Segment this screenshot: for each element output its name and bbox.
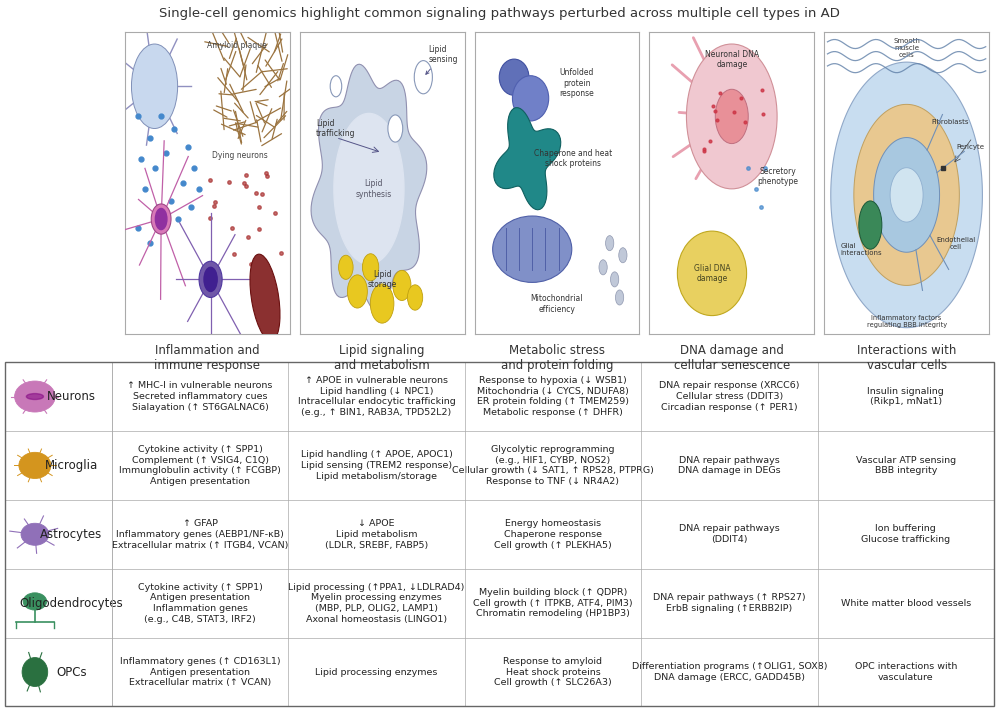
Ellipse shape: [512, 76, 548, 121]
Text: Inflammation and
immune response: Inflammation and immune response: [154, 344, 261, 372]
Text: Neuronal DNA
damage: Neuronal DNA damage: [704, 50, 759, 70]
Circle shape: [331, 76, 342, 97]
Polygon shape: [831, 62, 982, 327]
Text: OPCs: OPCs: [56, 665, 87, 679]
Text: Insulin signaling
(Rikp1, mNat1): Insulin signaling (Rikp1, mNat1): [867, 387, 944, 406]
Text: Glial
interactions: Glial interactions: [841, 243, 882, 256]
Ellipse shape: [19, 452, 51, 479]
Polygon shape: [311, 64, 427, 313]
Text: Differentiation programs (↑OLIG1, SOX8)
DNA damage (ERCC, GADD45B): Differentiation programs (↑OLIG1, SOX8) …: [631, 662, 827, 682]
Text: DNA repair pathways
DNA damage in DEGs: DNA repair pathways DNA damage in DEGs: [678, 456, 780, 475]
Circle shape: [204, 267, 217, 291]
Text: Inflammatory genes (↑ CD163L1)
Antigen presentation
Extracellular matrix (↑ VCAN: Inflammatory genes (↑ CD163L1) Antigen p…: [120, 657, 281, 687]
Text: DNA repair pathways
(DDIT4): DNA repair pathways (DDIT4): [679, 525, 780, 544]
Text: DNA damage and
cellular senescence: DNA damage and cellular senescence: [673, 344, 790, 372]
Ellipse shape: [363, 253, 379, 281]
Text: Unfolded
protein
response: Unfolded protein response: [559, 68, 594, 98]
Ellipse shape: [371, 284, 394, 323]
Text: Lipid processing (↑PPA1, ↓LDLRAD4)
Myelin processing enzymes
(MBP, PLP, OLIG2, L: Lipid processing (↑PPA1, ↓LDLRAD4) Myeli…: [289, 582, 465, 624]
Circle shape: [615, 290, 623, 305]
Ellipse shape: [339, 255, 353, 279]
Text: Lipid signaling
and metabolism: Lipid signaling and metabolism: [335, 344, 430, 372]
Polygon shape: [334, 114, 404, 264]
Text: ↓ APOE
Lipid metabolism
(LDLR, SREBF, FABP5): ↓ APOE Lipid metabolism (LDLR, SREBF, FA…: [325, 519, 429, 550]
Text: Energy homeostasis
Chaperone response
Cell growth (↑ PLEKHA5): Energy homeostasis Chaperone response Ce…: [495, 519, 611, 550]
Ellipse shape: [686, 44, 777, 189]
Ellipse shape: [500, 59, 528, 95]
Text: Neurons: Neurons: [47, 390, 96, 403]
Text: Lipid
storage: Lipid storage: [368, 270, 397, 289]
Text: Inflammatory factors
regulating BBB integrity: Inflammatory factors regulating BBB inte…: [866, 315, 947, 327]
Text: Lipid
sensing: Lipid sensing: [426, 45, 458, 75]
Text: Amyloid plaque: Amyloid plaque: [207, 41, 267, 50]
Ellipse shape: [132, 44, 178, 129]
Polygon shape: [874, 138, 939, 252]
Text: Metabolic stress
and protein folding: Metabolic stress and protein folding: [500, 344, 613, 372]
Text: DNA repair pathways (↑ RPS27)
ErbB signaling (↑ERBB2IP): DNA repair pathways (↑ RPS27) ErbB signa…: [653, 594, 805, 613]
Ellipse shape: [22, 657, 48, 687]
Ellipse shape: [393, 271, 411, 300]
Text: ↑ MHC-I in vulnerable neurons
Secreted inflammatory cues
Sialayation (↑ ST6GALNA: ↑ MHC-I in vulnerable neurons Secreted i…: [127, 381, 273, 412]
Text: Response to amyloid
Heat shock proteins
Cell growth (↑ SLC26A3): Response to amyloid Heat shock proteins …: [495, 657, 611, 687]
Text: Cytokine activity (↑ SPP1)
Complement (↑ VSIG4, C1Q)
Immunglobulin activity (↑ F: Cytokine activity (↑ SPP1) Complement (↑…: [119, 444, 281, 486]
Polygon shape: [494, 108, 560, 209]
Ellipse shape: [715, 89, 748, 143]
Ellipse shape: [250, 254, 280, 341]
Text: DNA repair response (XRCC6)
Cellular stress (DDIT3)
Circadian response (↑ PER1): DNA repair response (XRCC6) Cellular str…: [659, 381, 799, 412]
Circle shape: [618, 248, 627, 263]
Circle shape: [605, 236, 613, 251]
Ellipse shape: [493, 216, 571, 283]
Ellipse shape: [151, 204, 171, 234]
Text: White matter blood vessels: White matter blood vessels: [841, 599, 971, 608]
Ellipse shape: [859, 201, 882, 249]
Text: Endothelial
cell: Endothelial cell: [936, 236, 976, 250]
Polygon shape: [854, 104, 959, 285]
Text: Glial DNA
damage: Glial DNA damage: [693, 263, 730, 283]
Text: Lipid
trafficking: Lipid trafficking: [316, 119, 356, 138]
Text: Ion buffering
Glucose trafficking: Ion buffering Glucose trafficking: [861, 525, 950, 544]
Text: Chaperone and heat
shock proteins: Chaperone and heat shock proteins: [534, 149, 612, 168]
Text: Vascular ATP sensing
BBB integrity: Vascular ATP sensing BBB integrity: [856, 456, 956, 475]
Text: Mitochondrial
efficiency: Mitochondrial efficiency: [530, 295, 583, 314]
Circle shape: [26, 393, 43, 400]
Ellipse shape: [199, 261, 222, 297]
Text: Lipid processing enzymes: Lipid processing enzymes: [316, 667, 438, 677]
Text: Cytokine activity (↑ SPP1)
Antigen presentation
Inflammation genes
(e.g., C4B, S: Cytokine activity (↑ SPP1) Antigen prese…: [138, 582, 263, 624]
Ellipse shape: [677, 231, 746, 315]
Text: Lipid
synthesis: Lipid synthesis: [356, 179, 392, 199]
Text: Lipid handling (↑ APOE, APOC1)
Lipid sensing (TREM2 response)
Lipid metabolism/s: Lipid handling (↑ APOE, APOC1) Lipid sen…: [301, 450, 453, 481]
Text: Response to hypoxia (↓ WSB1)
Mitochondria (↓ CYCS, NDUFA8)
ER protein folding (↑: Response to hypoxia (↓ WSB1) Mitochondri…: [477, 376, 629, 417]
Circle shape: [156, 209, 167, 229]
Text: Smooth
muscle
cells: Smooth muscle cells: [893, 38, 920, 58]
Text: Microglia: Microglia: [45, 459, 98, 472]
Text: Astrocytes: Astrocytes: [40, 528, 102, 541]
Text: Interactions with
vascular cells: Interactions with vascular cells: [857, 344, 956, 372]
Polygon shape: [890, 168, 923, 222]
Text: OPC interactions with
vasculature: OPC interactions with vasculature: [854, 662, 957, 682]
Text: Dying neurons: Dying neurons: [212, 151, 268, 160]
Text: ↑ GFAP
Inflammatory genes (AEBP1/NF-κB)
Extracellular matrix (↑ ITGB4, VCAN): ↑ GFAP Inflammatory genes (AEBP1/NF-κB) …: [112, 519, 289, 550]
Text: Fibroblasts: Fibroblasts: [932, 119, 969, 126]
Ellipse shape: [21, 523, 49, 545]
Ellipse shape: [23, 593, 47, 610]
Text: Secretory
phenotype: Secretory phenotype: [757, 167, 798, 187]
Ellipse shape: [408, 285, 423, 310]
Text: Glycolytic reprogramming
(e.g., HIF1, CYBP, NOS2)
Cellular growth (↓ SAT1, ↑ RPS: Glycolytic reprogramming (e.g., HIF1, CY…: [452, 444, 653, 486]
Text: ↑ APOE in vulnerable neurons
Lipid handling (↓ NPC1)
Intracellular endocytic tra: ↑ APOE in vulnerable neurons Lipid handl…: [298, 376, 456, 417]
Text: Oligodendrocytes: Oligodendrocytes: [19, 596, 123, 610]
Text: Pericyte: Pericyte: [956, 143, 984, 150]
Ellipse shape: [348, 275, 368, 308]
Circle shape: [415, 60, 433, 94]
Text: Single-cell genomics highlight common signaling pathways perturbed across multip: Single-cell genomics highlight common si…: [159, 7, 840, 20]
Ellipse shape: [15, 381, 55, 412]
Circle shape: [388, 115, 403, 142]
Circle shape: [610, 272, 618, 287]
Circle shape: [599, 260, 607, 275]
Text: Myelin building block (↑ QDPR)
Cell growth (↑ ITPKB, ATF4, PIM3)
Chromatin remod: Myelin building block (↑ QDPR) Cell grow…: [474, 588, 632, 618]
